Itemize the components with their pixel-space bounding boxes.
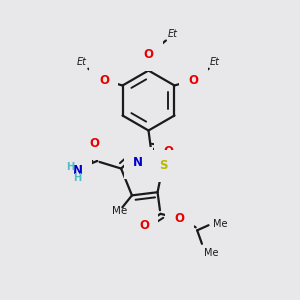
Text: N: N: [73, 164, 82, 176]
Text: Et: Et: [210, 57, 220, 67]
Text: O: O: [99, 74, 109, 87]
Text: O: O: [143, 48, 154, 62]
Text: Me: Me: [112, 206, 127, 216]
Text: O: O: [174, 212, 184, 225]
Text: O: O: [188, 74, 198, 87]
Text: H: H: [66, 162, 74, 172]
Text: H: H: [74, 173, 82, 183]
Text: S: S: [159, 160, 167, 172]
Text: O: O: [139, 219, 149, 232]
Text: O: O: [163, 145, 173, 158]
Text: Et: Et: [77, 57, 87, 67]
Text: O: O: [89, 137, 99, 150]
Text: Me: Me: [204, 248, 218, 258]
Text: H: H: [125, 155, 134, 166]
Text: Et: Et: [167, 29, 177, 39]
Text: Me: Me: [213, 219, 227, 229]
Text: N: N: [133, 156, 143, 170]
